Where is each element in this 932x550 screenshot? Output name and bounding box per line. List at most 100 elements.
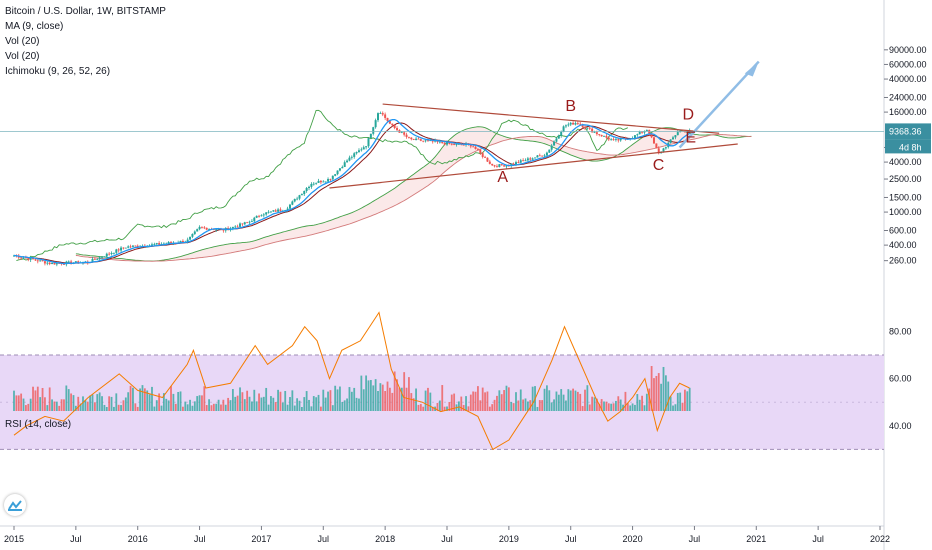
volume-bar [607, 403, 610, 411]
volume-bar [472, 391, 475, 411]
candle-body [448, 142, 451, 144]
volume-bar [360, 375, 363, 411]
volume-bar [286, 404, 289, 411]
candle-body [324, 181, 327, 183]
volume-bar [493, 399, 496, 411]
volume-bar [460, 396, 463, 411]
candle-body [234, 226, 237, 228]
candle-body [43, 261, 46, 264]
volume-bar [503, 390, 505, 411]
volume-bar [296, 398, 299, 411]
volume-bar [462, 404, 465, 411]
candle-body [338, 168, 341, 171]
volume-bar [91, 394, 94, 411]
volume-bar [205, 405, 208, 411]
volume-bar [386, 381, 389, 411]
tradingview-logo-icon[interactable] [4, 494, 26, 516]
volume-bar [208, 399, 210, 411]
candle-body [236, 226, 239, 228]
volume-bar [239, 387, 241, 411]
volume-bar [165, 398, 168, 411]
candle-body [103, 256, 106, 258]
volume-bar [536, 406, 539, 411]
indicator-ma[interactable]: MA (9, close) [5, 21, 64, 32]
candle-body [153, 244, 156, 246]
volume-bar [379, 383, 382, 411]
volume-bar [322, 389, 325, 411]
candle-body [655, 143, 658, 149]
volume-bar [134, 403, 137, 411]
candle-body [350, 156, 353, 158]
candle-body [438, 141, 441, 143]
volume-bar [593, 397, 596, 411]
volume-bar [353, 387, 356, 411]
volume-bar [522, 399, 525, 411]
time-tick-label: 2020 [623, 534, 643, 544]
volume-bar [77, 396, 80, 411]
volume-bar [201, 395, 203, 411]
candle-body [393, 125, 396, 129]
candle-body [503, 165, 506, 167]
candle-body [253, 217, 256, 222]
candle-body [412, 139, 415, 140]
candle-body [455, 143, 458, 145]
volume-bar [562, 394, 565, 411]
price-tick-label: 60000.00 [889, 59, 927, 69]
last-price-label: 9368.36 [889, 126, 922, 136]
time-tick-label: 2017 [251, 534, 271, 544]
volume-bar [120, 405, 122, 411]
candle-body [208, 229, 211, 230]
volume-bar [27, 403, 30, 411]
volume-bar [146, 390, 149, 411]
volume-bar [236, 395, 239, 411]
volume-bar [648, 388, 651, 411]
candle-body [319, 180, 322, 183]
volume-bar [624, 391, 627, 411]
volume-bar [67, 389, 70, 411]
volume-bar [32, 386, 34, 411]
upper-trendline [382, 103, 720, 134]
volume-bar [500, 394, 503, 411]
candle-body [543, 155, 546, 157]
chart-title[interactable]: Bitcoin / U.S. Dollar, 1W, BITSTAMP [5, 6, 166, 17]
candle-body [564, 125, 567, 127]
indicator-vol-2[interactable]: Vol (20) [5, 51, 40, 62]
candle-body [181, 240, 184, 243]
volume-bar [417, 404, 420, 411]
candle-body [555, 138, 558, 142]
candle-body [274, 210, 277, 212]
volume-bar [224, 404, 227, 411]
rsi-legend[interactable]: RSI (14, close) [5, 419, 72, 430]
candle-body [657, 148, 660, 154]
volume-bar [124, 397, 127, 411]
volume-bar [167, 400, 170, 411]
volume-bar [217, 399, 220, 411]
volume-bar [334, 385, 337, 411]
volume-bar [581, 406, 584, 411]
candle-body [315, 182, 318, 184]
volume-bar [610, 403, 613, 411]
volume-bar [203, 386, 206, 411]
volume-bar [408, 377, 410, 411]
candle-body [605, 135, 608, 138]
volume-bar [510, 401, 513, 411]
volume-bar [441, 385, 444, 411]
candle-body [553, 141, 556, 146]
candle-body [662, 148, 665, 152]
indicator-vol-1[interactable]: Vol (20) [5, 36, 40, 47]
volume-bar [645, 393, 648, 411]
volume-bar [227, 397, 230, 411]
chart-legend: Bitcoin / U.S. Dollar, 1W, BITSTAMP MA (… [5, 4, 166, 79]
candle-body [374, 120, 377, 128]
volume-bar [315, 397, 318, 411]
indicator-ichimoku[interactable]: Ichimoku (9, 26, 52, 26) [5, 66, 111, 77]
volume-bar [393, 371, 396, 411]
candle-body [272, 210, 275, 212]
volume-bar [72, 395, 75, 411]
candle-body [422, 140, 425, 142]
time-tick-label: Jul [812, 534, 824, 544]
candle-body [48, 262, 51, 265]
candle-body [424, 140, 427, 142]
